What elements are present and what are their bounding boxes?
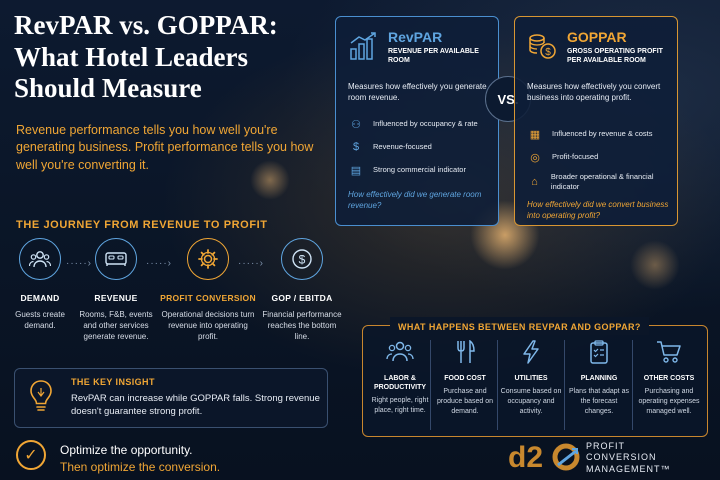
people-icon: ⚇ bbox=[351, 118, 361, 131]
goppar-question: How effectively did we convert business … bbox=[527, 200, 669, 221]
bank-icon: ⌂ bbox=[531, 176, 538, 188]
insight-title: THE KEY INSIGHT bbox=[71, 377, 155, 387]
revpar-description: Measures how effectively you generate ro… bbox=[348, 82, 487, 103]
optimize-line-2: Then optimize the conversion. bbox=[60, 460, 221, 474]
dollar-icon: $ bbox=[352, 141, 360, 153]
goppar-subtitle: GROSS OPERATING PROFIT PER AVAILABLE ROO… bbox=[567, 48, 663, 65]
divider bbox=[564, 340, 565, 430]
divider bbox=[497, 340, 498, 430]
cost-desc: Plans that adapt as the forecast changes… bbox=[569, 388, 629, 415]
divider bbox=[632, 340, 633, 430]
svg-text:d2: d2 bbox=[508, 441, 543, 471]
bar-chart-icon bbox=[348, 31, 378, 61]
intro-text: Revenue performance tells you how well y… bbox=[16, 123, 314, 172]
feature-text: Revenue-focused bbox=[373, 142, 432, 152]
calculator-icon: ▦ bbox=[529, 128, 541, 141]
cost-name: UTILITIES bbox=[514, 375, 548, 382]
lightbulb-icon bbox=[27, 378, 55, 414]
brand-line: CONVERSION bbox=[586, 452, 657, 463]
revpar-feature: $ Revenue-focused bbox=[348, 138, 496, 156]
check-icon: ✓ bbox=[16, 440, 46, 470]
goppar-title: GOPPAR bbox=[567, 29, 627, 45]
brand-line: MANAGEMENT™ bbox=[586, 463, 671, 474]
journey-step-profit-conversion: PROFIT CONVERSION Operational decisions … bbox=[160, 238, 256, 342]
goppar-feature: ▦ Influenced by revenue & costs bbox=[527, 125, 675, 143]
revpar-title: RevPAR bbox=[388, 29, 443, 45]
arrow-icon: ·····› bbox=[146, 258, 172, 269]
revpar-card: RevPAR REVENUE PER AVAILABLE ROOM Measur… bbox=[335, 16, 499, 226]
bed-icon bbox=[95, 238, 137, 280]
revpar-subtitle: REVENUE PER AVAILABLE ROOM bbox=[388, 48, 479, 65]
cost-desc: Consume based on occupancy and activity. bbox=[500, 388, 562, 415]
cost-desc: Right people, right place, right time. bbox=[371, 397, 429, 414]
feature-text: Strong commercial indicator bbox=[373, 165, 466, 175]
step-desc: Rooms, F&B, events and other services ge… bbox=[79, 310, 153, 341]
between-title: WHAT HAPPENS BETWEEN REVPAR AND GOPPAR? bbox=[398, 322, 641, 332]
clipboard-icon bbox=[566, 340, 632, 366]
between-title-wrap: WHAT HAPPENS BETWEEN REVPAR AND GOPPAR? bbox=[390, 317, 649, 335]
cost-item-labor: LABOR & PRODUCTIVITY Right people, right… bbox=[367, 340, 433, 416]
dollar-icon: $ bbox=[281, 238, 323, 280]
goppar-feature: ◎ Profit-focused bbox=[527, 148, 675, 166]
people-icon bbox=[19, 238, 61, 280]
revpar-question: How effectively did we generate room rev… bbox=[348, 190, 482, 211]
step-desc: Operational decisions turn revenue into … bbox=[161, 310, 255, 341]
feature-text: Influenced by revenue & costs bbox=[552, 129, 653, 139]
chart-icon: ▤ bbox=[350, 164, 362, 177]
journey-title: THE JOURNEY FROM REVENUE TO PROFIT bbox=[16, 219, 268, 231]
journey-step-demand: DEMAND Guests create demand. bbox=[0, 238, 80, 332]
journey-step-gop: $ GOP / EBITDA Financial performance rea… bbox=[262, 238, 342, 342]
cost-item-planning: PLANNING Plans that adapt as the forecas… bbox=[566, 340, 632, 416]
step-desc: Financial performance reaches the bottom… bbox=[262, 310, 342, 341]
cost-name: PLANNING bbox=[580, 375, 618, 382]
goppar-feature: ⌂ Broader operational & financial indica… bbox=[527, 172, 675, 191]
brand-text: PROFIT CONVERSION MANAGEMENT™ bbox=[586, 441, 671, 475]
cost-desc: Purchase and produce based on demand. bbox=[436, 388, 494, 415]
arrow-icon: ·····› bbox=[238, 258, 264, 269]
revpar-feature: ▤ Strong commercial indicator bbox=[348, 161, 496, 179]
cost-name: LABOR & PRODUCTIVITY bbox=[373, 375, 427, 392]
step-name: GOP / EBITDA bbox=[271, 293, 333, 303]
cost-name: FOOD COST bbox=[444, 375, 486, 382]
step-name: REVENUE bbox=[94, 293, 138, 303]
cost-item-other: OTHER COSTS Purchasing and operating exp… bbox=[636, 340, 702, 416]
divider bbox=[430, 340, 431, 430]
between-panel bbox=[362, 325, 708, 437]
step-name: PROFIT CONVERSION bbox=[160, 293, 256, 303]
target-icon: ◎ bbox=[530, 151, 540, 164]
cost-desc: Purchasing and operating expenses manage… bbox=[638, 388, 700, 415]
cost-item-food: FOOD COST Purchase and produce based on … bbox=[432, 339, 498, 416]
svg-text:$: $ bbox=[299, 253, 306, 267]
page-title: RevPAR vs. GOPPAR: What Hotel Leaders Sh… bbox=[14, 10, 278, 104]
cart-icon bbox=[636, 340, 702, 366]
people-icon bbox=[367, 340, 433, 366]
brand-line: PROFIT bbox=[586, 441, 625, 451]
cost-name: OTHER COSTS bbox=[643, 375, 695, 382]
svg-text:$: $ bbox=[545, 47, 551, 58]
feature-text: Profit-focused bbox=[552, 152, 599, 162]
revpar-feature: ⚇ Influenced by occupancy & rate bbox=[348, 115, 496, 133]
goppar-card: $ GOPPAR GROSS OPERATING PROFIT PER AVAI… bbox=[514, 16, 678, 226]
cost-item-utilities: UTILITIES Consume based on occupancy and… bbox=[498, 340, 564, 416]
coins-icon: $ bbox=[527, 31, 557, 61]
feature-text: Influenced by occupancy & rate bbox=[373, 119, 478, 129]
insight-text: RevPAR can increase while GOPPAR falls. … bbox=[71, 393, 320, 417]
lamp-glow bbox=[250, 160, 290, 200]
step-name: DEMAND bbox=[20, 293, 60, 303]
key-insight-box: THE KEY INSIGHT RevPAR can increase whil… bbox=[14, 368, 328, 428]
gear-icon bbox=[187, 238, 229, 280]
step-desc: Guests create demand. bbox=[15, 310, 65, 330]
feature-text: Broader operational & financial indicato… bbox=[550, 172, 654, 191]
arrow-icon: ·····› bbox=[66, 258, 92, 269]
journey-step-revenue: REVENUE Rooms, F&B, events and other ser… bbox=[76, 238, 156, 342]
lamp-glow bbox=[630, 240, 680, 290]
optimize-line-1: Optimize the opportunity. bbox=[60, 443, 193, 457]
lightning-icon bbox=[498, 340, 564, 366]
goppar-description: Measures how effectively you convert bus… bbox=[527, 82, 661, 103]
d2o-logo: d2 bbox=[508, 441, 582, 474]
fork-knife-icon bbox=[432, 339, 498, 366]
